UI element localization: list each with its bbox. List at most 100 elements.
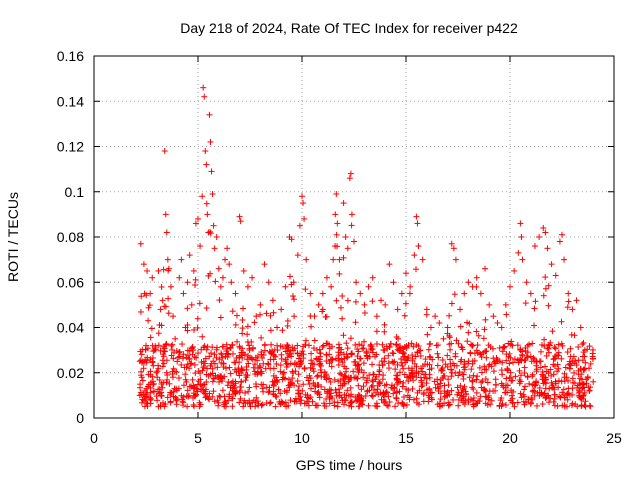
data-point: [547, 366, 554, 373]
data-point: [258, 334, 265, 341]
data-point: [542, 285, 549, 292]
data-point: [448, 240, 455, 247]
data-point: [288, 353, 295, 360]
data-point: [250, 344, 257, 351]
data-point: [580, 339, 587, 346]
data-point: [277, 368, 284, 375]
data-point: [147, 334, 154, 341]
data-point: [237, 218, 244, 225]
data-point: [310, 380, 317, 387]
data-point: [213, 354, 220, 361]
data-point: [314, 372, 321, 379]
data-point: [190, 385, 197, 392]
data-point: [412, 266, 419, 273]
data-point: [168, 352, 175, 359]
data-point: [414, 220, 421, 227]
data-point: [445, 376, 452, 383]
data-point: [254, 369, 261, 376]
data-point: [393, 395, 400, 402]
data-point: [179, 341, 186, 348]
data-point: [490, 313, 497, 320]
data-point: [426, 366, 433, 373]
data-point: [398, 290, 405, 297]
data-point: [357, 290, 364, 297]
data-point: [347, 170, 354, 177]
data-point: [434, 350, 441, 357]
data-point: [180, 290, 187, 297]
data-point: [400, 350, 407, 357]
data-point: [394, 306, 401, 313]
data-point: [540, 224, 547, 231]
data-point: [482, 400, 489, 407]
data-point: [578, 395, 585, 402]
data-point: [427, 324, 434, 331]
data-point: [194, 315, 201, 322]
data-point: [150, 388, 157, 395]
data-point: [438, 376, 445, 383]
data-point: [563, 403, 570, 410]
data-point: [284, 354, 291, 361]
data-point: [434, 362, 441, 369]
data-point: [367, 346, 374, 353]
data-point: [365, 283, 372, 290]
data-point: [359, 345, 366, 352]
chart-title: Day 218 of 2024, Rate Of TEC Index for r…: [180, 20, 518, 36]
data-point: [523, 279, 530, 286]
data-point: [361, 309, 368, 316]
data-point: [155, 342, 162, 349]
data-point: [170, 313, 177, 320]
data-point: [455, 340, 462, 347]
data-point: [145, 317, 152, 324]
data-point: [532, 381, 539, 388]
data-point: [556, 393, 563, 400]
data-point: [209, 378, 216, 385]
data-point: [203, 346, 210, 353]
data-point: [326, 360, 333, 367]
data-point: [209, 191, 216, 198]
data-point: [543, 368, 550, 375]
data-point: [382, 398, 389, 405]
data-point: [531, 305, 538, 312]
data-point: [566, 365, 573, 372]
data-point: [212, 278, 219, 285]
data-point: [536, 384, 543, 391]
data-point: [541, 390, 548, 397]
data-point: [265, 389, 272, 396]
data-point: [431, 378, 438, 385]
data-point: [232, 378, 239, 385]
data-point: [190, 326, 197, 333]
data-point: [224, 345, 231, 352]
data-point: [227, 370, 234, 377]
data-point: [141, 290, 148, 297]
data-point: [414, 349, 421, 356]
data-point: [160, 360, 167, 367]
data-point: [226, 364, 233, 371]
data-point: [273, 360, 280, 367]
data-point: [393, 376, 400, 383]
data-point: [178, 361, 185, 368]
data-point: [186, 356, 193, 363]
data-point: [297, 358, 304, 365]
data-point: [203, 305, 210, 312]
data-point: [179, 355, 186, 362]
data-point: [506, 374, 513, 381]
data-point: [385, 352, 392, 359]
data-point: [421, 361, 428, 368]
data-point: [453, 337, 460, 344]
data-point: [537, 364, 544, 371]
x-tick-labels: 0 5 10 15 20 25: [90, 430, 622, 446]
data-point: [551, 355, 558, 362]
data-point: [176, 353, 183, 360]
data-point: [204, 394, 211, 401]
data-point: [258, 349, 265, 356]
data-point: [197, 381, 204, 388]
data-point: [284, 341, 291, 348]
data-point: [138, 293, 145, 300]
data-point: [393, 389, 400, 396]
data-point: [446, 334, 453, 341]
data-point: [542, 376, 549, 383]
y-tick-label: 0.06: [57, 274, 84, 290]
data-point: [393, 394, 400, 401]
data-point: [188, 360, 195, 367]
data-point: [314, 373, 321, 380]
